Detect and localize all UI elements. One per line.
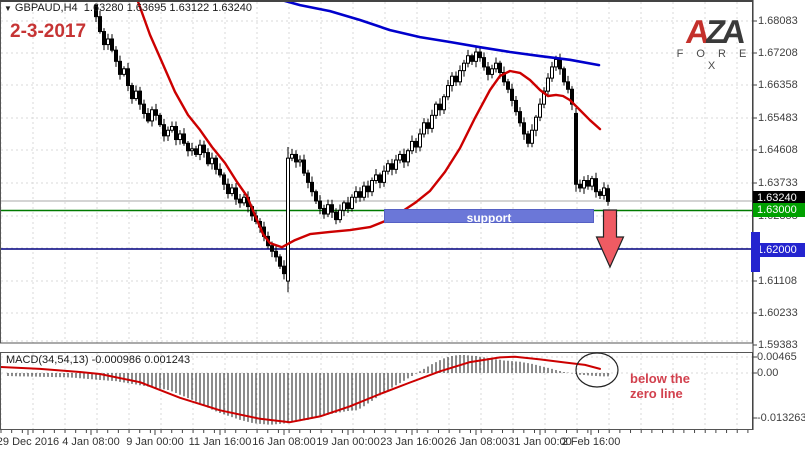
logo-aza-text: AZA (684, 13, 744, 50)
time-axis-label: 16 Jan 08:00 (252, 436, 316, 448)
logo-forex-text: F O R E X (676, 48, 752, 72)
price-axis-label: 1.66358 (758, 79, 798, 91)
time-axis-label: 2 Feb 16:00 (561, 436, 621, 448)
price-axis-label: 1.65483 (758, 112, 798, 124)
time-axis-label: 29 Dec 2016 (0, 436, 60, 448)
time-axis-label: 19 Jan 00:00 (316, 436, 380, 448)
price-marker-label: 1.63000 (753, 203, 805, 217)
time-axis-label: 26 Jan 08:00 (444, 436, 508, 448)
price-axis-label: 1.59383 (758, 339, 798, 351)
time-axis-label: 23 Jan 16:00 (380, 436, 444, 448)
price-marker-label: 1.62000 (753, 243, 805, 257)
time-axis-label: 4 Jan 08:00 (62, 436, 120, 448)
macd-indicator-label: MACD(34,54,13) -0.000986 0.001243 (6, 354, 191, 366)
azaforex-logo: AZA F O R E X (676, 13, 752, 72)
support-zone-rectangle: support (384, 209, 594, 225)
price-axis-label: 1.60233 (758, 307, 798, 319)
symbol-header: ▼ GBPAUD,H4 1.63280 1.63695 1.63122 1.632… (4, 2, 252, 14)
symbol-dropdown-icon[interactable]: ▼ (4, 4, 12, 13)
macd-scale-label: -0.013263 (757, 412, 805, 424)
down-arrow-icon (595, 209, 625, 269)
macd-annotation-line1: below the (630, 371, 690, 386)
symbol-ohlc-text: GBPAUD,H4 1.63280 1.63695 1.63122 1.6324… (14, 2, 253, 14)
axis-blue-marker-bar (751, 232, 760, 272)
price-axis-label: 1.64608 (758, 144, 798, 156)
price-axis-label: 1.68083 (758, 15, 798, 27)
price-axis-label: 1.61108 (758, 275, 797, 287)
time-axis-label: 11 Jan 16:00 (188, 436, 252, 448)
price-axis-label: 1.63733 (758, 177, 798, 189)
time-axis-label: 9 Jan 00:00 (126, 436, 184, 448)
price-marker-label: 1.63240 (753, 191, 805, 205)
macd-scale-label: 0.00465 (757, 351, 797, 363)
macd-annotation: below the zero line (630, 371, 690, 401)
macd-scale-label: 0.00 (757, 367, 779, 379)
macd-annotation-line2: zero line (630, 386, 683, 401)
support-label: support (466, 211, 512, 225)
date-annotation: 2-3-2017 (10, 21, 87, 42)
price-axis-label: 1.67208 (758, 47, 798, 59)
time-axis-label: 31 Jan 00:00 (508, 436, 572, 448)
